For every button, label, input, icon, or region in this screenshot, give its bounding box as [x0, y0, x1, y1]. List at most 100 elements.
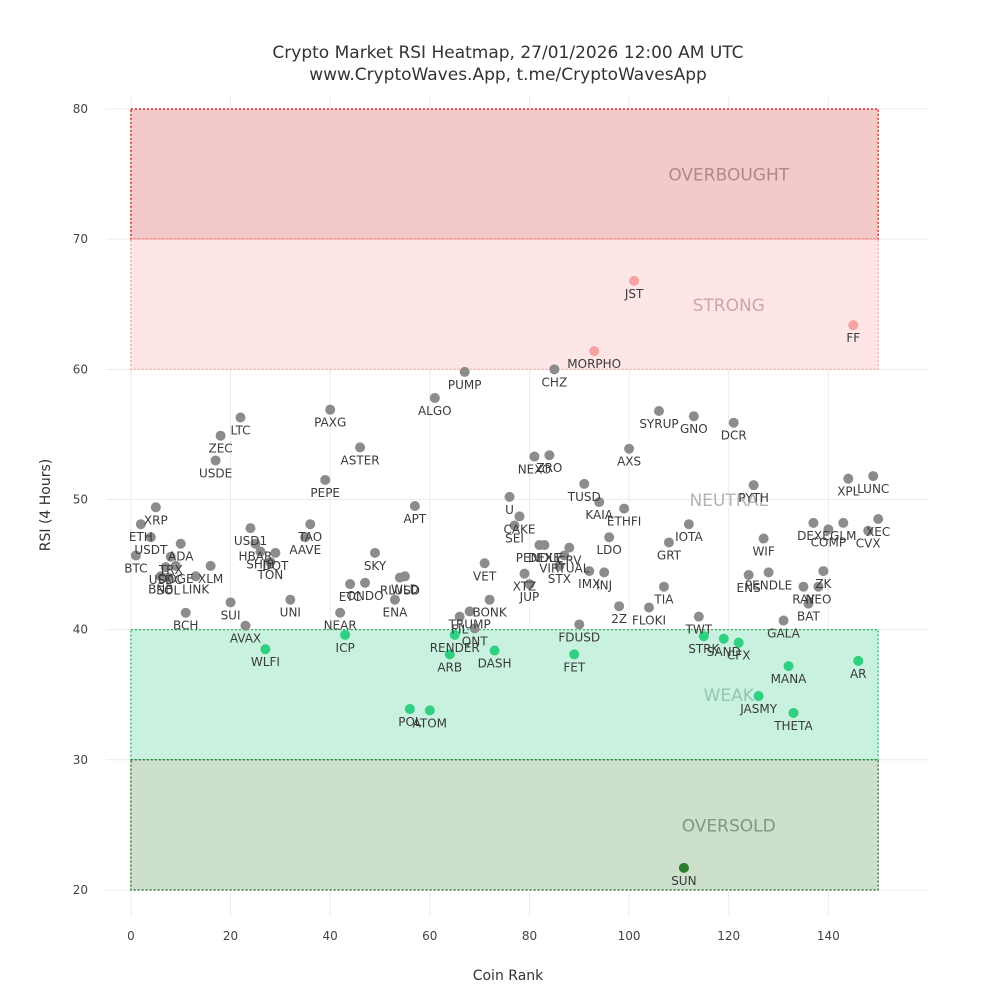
point-pump[interactable]	[459, 366, 470, 377]
point-2z[interactable]	[614, 601, 625, 612]
point-trump[interactable]	[464, 606, 475, 617]
point-usde[interactable]	[210, 455, 221, 466]
point-cvx[interactable]	[863, 525, 874, 536]
point-sun[interactable]	[678, 862, 689, 873]
point-chz[interactable]	[549, 364, 560, 375]
point-ondo[interactable]	[360, 577, 371, 588]
point-stx[interactable]	[554, 560, 565, 571]
point-neo[interactable]	[813, 581, 824, 592]
point-jup[interactable]	[524, 579, 535, 590]
point-usdc[interactable]	[160, 562, 171, 573]
point-zro[interactable]	[544, 450, 555, 461]
point-kaia[interactable]	[594, 497, 605, 508]
point-syrup[interactable]	[653, 405, 664, 416]
point-etc[interactable]	[345, 579, 356, 590]
point-pol[interactable]	[404, 704, 415, 715]
point-xpl[interactable]	[843, 473, 854, 484]
point-iota[interactable]	[683, 519, 694, 530]
point-floki[interactable]	[644, 602, 655, 613]
point-axs[interactable]	[624, 443, 635, 454]
point-lunc[interactable]	[868, 471, 879, 482]
point-dexe[interactable]	[808, 517, 819, 528]
point-tusd[interactable]	[579, 478, 590, 489]
point-trx[interactable]	[165, 551, 176, 562]
point-apt[interactable]	[409, 501, 420, 511]
point-ltc[interactable]	[235, 412, 246, 423]
point-sand[interactable]	[718, 633, 729, 644]
point-twt[interactable]	[693, 611, 704, 622]
point-dexe[interactable]	[539, 540, 550, 551]
point-xlm[interactable]	[205, 560, 216, 571]
point-bonk[interactable]	[484, 594, 495, 605]
point-doge[interactable]	[170, 560, 181, 571]
point-gno[interactable]	[688, 411, 699, 422]
point-atom[interactable]	[424, 705, 435, 716]
point-uni[interactable]	[285, 594, 296, 605]
point-btc[interactable]	[130, 550, 141, 561]
point-xrp[interactable]	[150, 502, 161, 513]
point-fil[interactable]	[454, 611, 465, 622]
point-dash[interactable]	[489, 645, 500, 656]
point-usdt[interactable]	[145, 532, 156, 543]
point-wld[interactable]	[399, 571, 410, 582]
point-theta[interactable]	[788, 707, 799, 718]
point-wif[interactable]	[758, 533, 769, 544]
point-ethfi[interactable]	[619, 503, 630, 514]
point-fet[interactable]	[569, 649, 580, 660]
point-sui[interactable]	[225, 597, 236, 608]
point-dcr[interactable]	[728, 417, 739, 428]
point-jasmy[interactable]	[753, 691, 764, 702]
point-icp[interactable]	[340, 629, 351, 640]
point-xtz[interactable]	[519, 568, 530, 579]
point-pyth[interactable]	[748, 480, 759, 491]
point-grt[interactable]	[663, 537, 674, 548]
point-ton[interactable]	[265, 556, 276, 567]
point-cake[interactable]	[514, 511, 525, 522]
point-shib[interactable]	[255, 546, 266, 557]
point-qnt[interactable]	[469, 623, 480, 634]
point-zec[interactable]	[215, 430, 226, 441]
point-link[interactable]	[190, 571, 201, 582]
point-ens[interactable]	[743, 569, 754, 580]
point-ar[interactable]	[853, 655, 864, 666]
point-dot[interactable]	[270, 547, 281, 558]
point-near[interactable]	[335, 607, 346, 618]
point-aster[interactable]	[355, 442, 366, 453]
point-jst[interactable]	[629, 275, 640, 286]
point-pendle[interactable]	[763, 567, 774, 578]
point-bch[interactable]	[180, 607, 191, 618]
point-avax[interactable]	[240, 620, 251, 631]
point-wlfi[interactable]	[260, 644, 271, 655]
point-bnb[interactable]	[155, 571, 166, 582]
point-inj[interactable]	[599, 567, 610, 578]
point-strk[interactable]	[698, 631, 709, 642]
point-fdusd[interactable]	[574, 619, 585, 630]
point-pepe[interactable]	[320, 474, 331, 485]
point-morpho[interactable]	[589, 346, 600, 357]
point-bat[interactable]	[803, 598, 814, 609]
point-xec[interactable]	[873, 514, 884, 525]
point-ff[interactable]	[848, 320, 859, 331]
point-tao[interactable]	[305, 519, 316, 530]
point-cfx[interactable]	[733, 637, 744, 648]
point-ray[interactable]	[798, 581, 809, 592]
point-mana[interactable]	[783, 661, 794, 672]
point-sei[interactable]	[509, 520, 520, 531]
point-algo[interactable]	[429, 392, 440, 403]
point-virtual[interactable]	[559, 550, 570, 561]
point-imx[interactable]	[584, 566, 595, 577]
point-usd1[interactable]	[245, 523, 256, 534]
point-crv[interactable]	[564, 542, 575, 553]
point-ldo[interactable]	[604, 532, 615, 543]
point-render[interactable]	[449, 629, 460, 640]
point-sol[interactable]	[163, 572, 174, 583]
point-arb[interactable]	[444, 649, 455, 660]
point-ada[interactable]	[175, 538, 186, 549]
point-ena[interactable]	[389, 594, 400, 605]
point-comp[interactable]	[823, 524, 834, 535]
point-nexo[interactable]	[529, 451, 540, 462]
point-zk[interactable]	[818, 566, 829, 577]
point-gala[interactable]	[778, 615, 789, 626]
point-vet[interactable]	[479, 558, 490, 569]
point-u[interactable]	[504, 491, 515, 502]
